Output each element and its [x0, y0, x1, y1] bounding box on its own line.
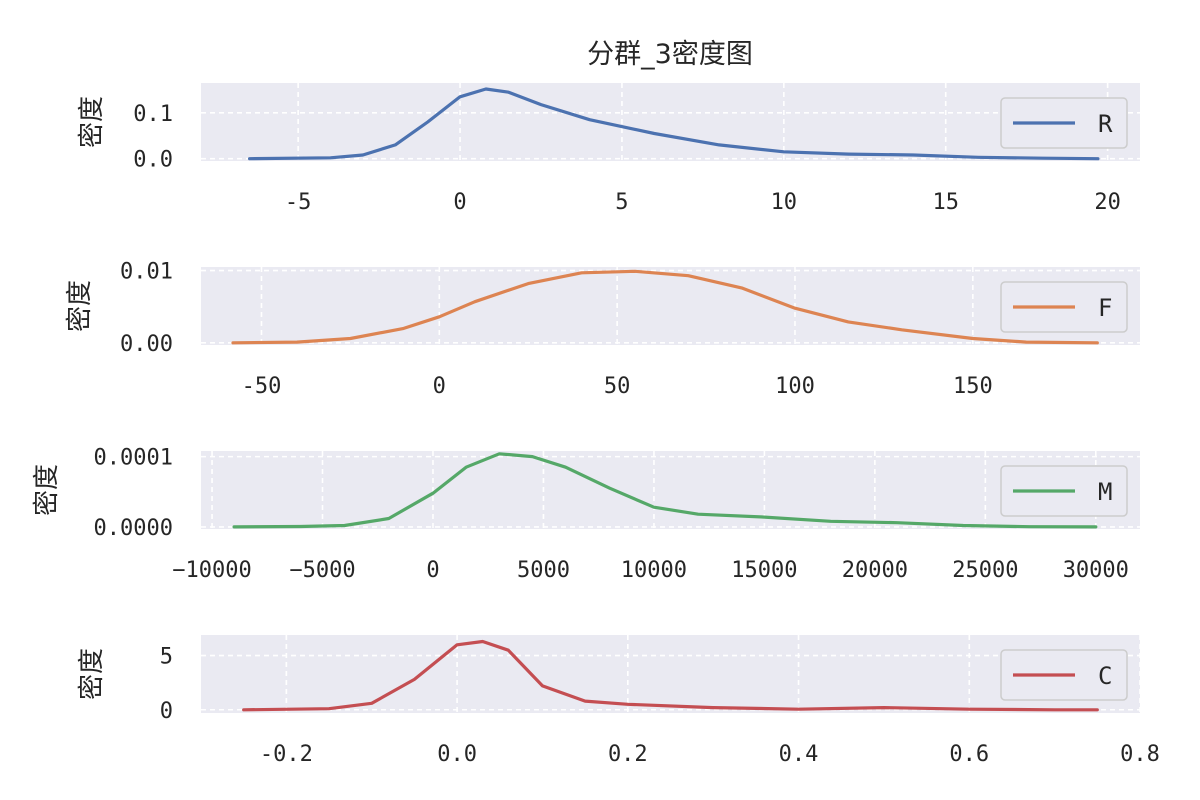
x-tick-label: -0.2 [260, 742, 313, 767]
x-tick-label: −10000 [172, 558, 251, 583]
legend-label: F [1098, 294, 1112, 322]
x-tick-label: -5 [285, 190, 312, 215]
x-tick-label: 20000 [842, 558, 908, 583]
x-tick-label: 0.2 [608, 742, 648, 767]
density-line-C [242, 639, 1099, 712]
y-tick-label: 0.00 [120, 332, 173, 357]
x-tick-label: 0.0 [437, 742, 477, 767]
plot-area [201, 451, 1140, 529]
x-tick-label: 0 [433, 374, 446, 399]
x-tick-label: 30000 [1063, 558, 1129, 583]
x-tick-label: 0.8 [1120, 742, 1160, 767]
subplot-2: -50 0 50 100 150 0.00 0.01 密度 F [65, 260, 1140, 399]
x-tick-label: 5 [615, 190, 628, 215]
subplot-4: -0.2 0.0 0.2 0.4 0.6 0.8 0 5 密度 C [77, 635, 1160, 767]
x-tick-label: 20 [1094, 190, 1121, 215]
y-tick-label: 0.0000 [94, 516, 173, 541]
x-tick-label: -50 [242, 374, 282, 399]
x-tick-label: 100 [775, 374, 815, 399]
plot-area [201, 635, 1140, 713]
grid [201, 267, 1140, 345]
legend: R [1000, 97, 1128, 149]
legend-label: R [1098, 110, 1113, 138]
x-tick-label: 10000 [621, 558, 687, 583]
density-line-R [248, 87, 1100, 161]
y-axis-label: 密度 [77, 96, 107, 148]
plot-area [201, 83, 1140, 161]
x-tick-label: 15 [932, 190, 959, 215]
x-tick-label: 50 [604, 374, 631, 399]
y-tick-label: 0.1 [133, 102, 173, 127]
x-tick-label: 15000 [731, 558, 797, 583]
x-tick-label: 0.6 [949, 742, 989, 767]
y-tick-label: 0.0001 [94, 446, 173, 471]
y-tick-label: 0.01 [120, 260, 173, 285]
grid [201, 451, 1140, 529]
x-tick-label: −5000 [289, 558, 355, 583]
y-axis-label: 密度 [65, 280, 95, 332]
x-tick-label: 150 [953, 374, 993, 399]
x-tick-label: 5000 [517, 558, 570, 583]
x-tick-label: 0.4 [779, 742, 819, 767]
y-tick-label: 5 [160, 645, 173, 670]
legend-label: C [1098, 662, 1112, 690]
legend: F [1000, 281, 1128, 333]
x-tick-label: 10 [771, 190, 798, 215]
legend-label: M [1098, 478, 1112, 506]
density-line-F [231, 269, 1099, 345]
x-tick-label: 0 [453, 190, 466, 215]
legend: C [1000, 649, 1128, 701]
grid [201, 635, 1141, 713]
x-tick-label: 25000 [952, 558, 1018, 583]
figure-title: 分群_3密度图 [587, 39, 753, 70]
y-axis-label: 密度 [77, 648, 107, 700]
x-tick-label: 0 [426, 558, 439, 583]
y-axis-label: 密度 [32, 464, 62, 516]
subplots: -5 0 5 10 15 200.00.1密度 R-50 0 50 100 1500.000.01密… [32, 83, 1160, 767]
subplot-3: −10000 −5000 0 5000 10000 15000 20000 25000 3000… [32, 446, 1140, 583]
plot-area [201, 267, 1140, 345]
subplot-1: -5 0 5 10 15 20 0.0 0.1 密度 R [77, 83, 1140, 215]
density-line-M [232, 452, 1098, 529]
legend: M [1000, 465, 1128, 517]
y-tick-label: 0.0 [133, 148, 173, 173]
y-tick-label: 0 [160, 699, 173, 724]
